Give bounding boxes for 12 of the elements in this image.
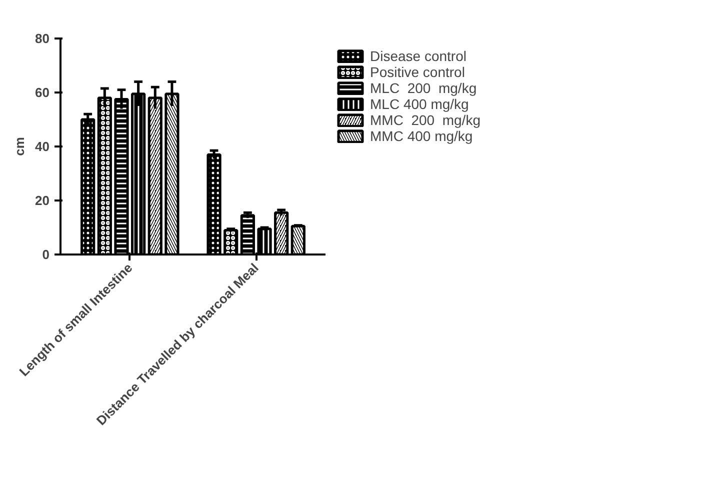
legend-label: MMC 200 mg/kg <box>370 112 480 128</box>
y-tick-label: 40 <box>35 139 50 154</box>
y-tick-label: 60 <box>35 85 50 100</box>
y-tick-label: 80 <box>35 31 50 46</box>
y-tick-label: 20 <box>35 193 50 208</box>
y-tick-label: 0 <box>42 247 50 262</box>
legend-label: MLC 400 mg/kg <box>370 96 469 112</box>
legend-label: MMC 400 mg/kg <box>370 128 473 144</box>
legend-label: Disease control <box>370 48 466 64</box>
legend-label: MLC 200 mg/kg <box>370 80 477 96</box>
y-axis-title: cm <box>12 137 28 156</box>
legend-label: Positive control <box>370 64 465 80</box>
